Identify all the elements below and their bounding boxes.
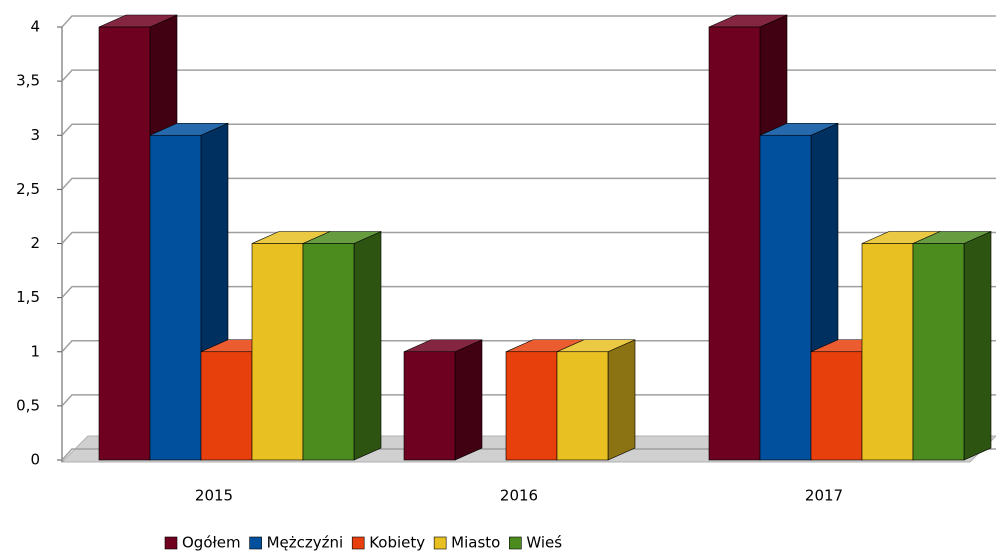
y-tick-label: 4 — [30, 18, 40, 36]
grid-line — [61, 177, 996, 190]
grid-line — [61, 448, 996, 461]
y-tick-label: 2,5 — [16, 180, 40, 198]
bar-front — [251, 243, 304, 461]
grid-line — [61, 340, 996, 353]
bar-front — [98, 26, 151, 461]
y-tick-label: 1,5 — [16, 288, 40, 306]
bar-front — [505, 351, 558, 461]
bar-side — [454, 339, 483, 461]
bar — [302, 231, 382, 461]
y-tick-label: 1 — [30, 342, 40, 360]
bar-front — [759, 134, 812, 461]
bar-front — [200, 351, 253, 461]
bar-side — [353, 231, 382, 461]
legend-label: Mężczyźni — [267, 534, 344, 552]
legend-swatch — [351, 536, 365, 550]
y-tick-label: 3 — [30, 126, 40, 144]
legend-swatch — [164, 536, 178, 550]
grid-line — [61, 15, 996, 28]
legend-label: Miasto — [451, 534, 500, 552]
legend-swatch — [249, 536, 262, 550]
x-tick-label: 2016 — [500, 487, 538, 505]
bar — [912, 231, 992, 461]
bar — [556, 339, 636, 461]
y-tick-label: 2 — [30, 234, 40, 252]
bar-front — [912, 243, 965, 461]
legend-swatch — [509, 536, 522, 550]
y-tick-label: 3,5 — [16, 72, 40, 90]
bar-front — [861, 243, 914, 461]
bar-front — [556, 351, 609, 461]
legend-label: Ogółem — [182, 534, 241, 552]
bar-side — [963, 231, 992, 461]
bar-front — [403, 351, 456, 461]
y-tick-label: 0,5 — [16, 396, 40, 414]
legend-label: Kobiety — [369, 534, 425, 552]
bar-front — [708, 26, 761, 461]
grid-line — [61, 123, 996, 136]
bar-side — [607, 339, 636, 461]
grid-line — [61, 394, 996, 407]
bar-front — [810, 351, 863, 461]
bar — [403, 339, 483, 461]
bar-front — [149, 134, 202, 461]
legend-swatch — [433, 536, 447, 550]
grid-line — [61, 231, 996, 245]
bar-front — [302, 243, 355, 461]
x-tick-label: 2017 — [805, 487, 843, 505]
x-tick-label: 2015 — [195, 487, 233, 505]
grid-line — [61, 285, 996, 299]
y-tick-label: 0 — [30, 451, 40, 469]
grid-line — [61, 69, 996, 82]
legend-label: Wieś — [526, 534, 562, 552]
